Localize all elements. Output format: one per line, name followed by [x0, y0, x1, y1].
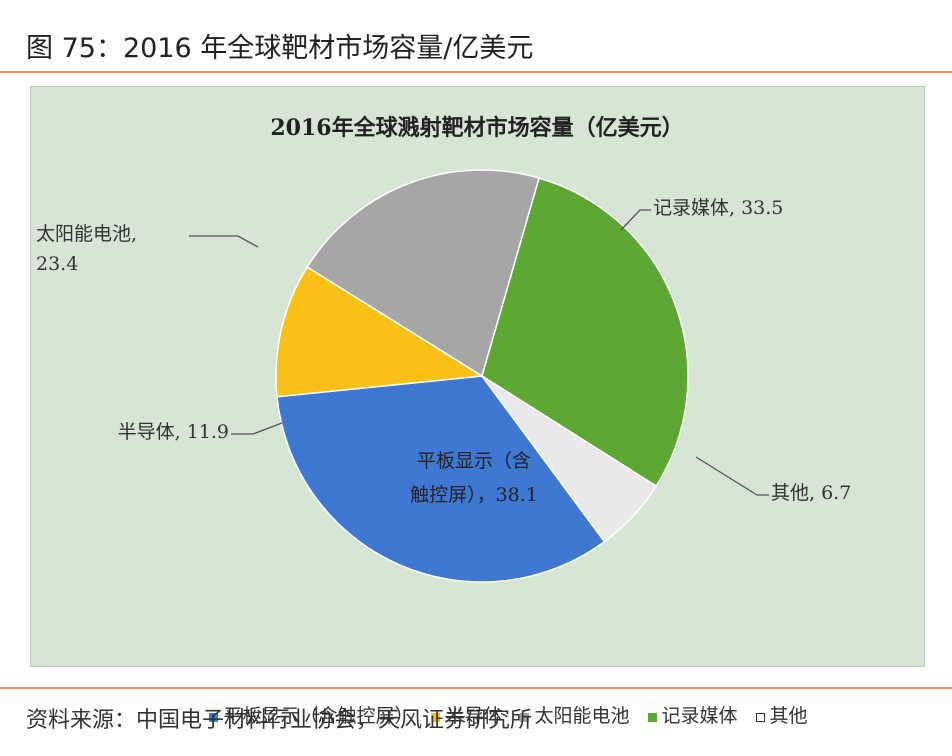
slice-data-label: 半导体, 11.9 [118, 421, 229, 443]
legend-swatch [431, 712, 441, 722]
leader-line [620, 209, 651, 231]
pie-chart: 2016年全球溅射靶材市场容量（亿美元） 平板显示（含触控屏），38.1 半导体,… [36, 115, 851, 583]
legend-item: 平板显示（含触控屏） [209, 701, 413, 728]
legend-item: 太阳能电池 [520, 701, 630, 728]
pie-slice [276, 375, 606, 583]
pie-slice [275, 265, 485, 398]
source-note: 资料来源：中国电子材料行业协会，天风证券研究所 [26, 708, 533, 733]
legend-swatch [647, 712, 657, 722]
pie-slice [481, 375, 658, 543]
slice-data-label: 23.4 [36, 253, 78, 275]
leader-line [189, 235, 259, 248]
legend-label: 半导体 [445, 705, 503, 727]
legend-swatch [755, 712, 765, 722]
pie-slice [481, 177, 689, 488]
legend-item: 记录媒体 [647, 701, 738, 728]
legend-item: 其他 [755, 701, 808, 728]
leader-lines [189, 209, 769, 496]
slice-data-label: 记录媒体, 33.5 [653, 197, 783, 219]
legend-item: 半导体 [431, 701, 502, 728]
legend-label: 其他 [769, 705, 808, 727]
pie-slice [306, 169, 541, 378]
legend-label: 记录媒体 [661, 705, 738, 727]
slice-data-label: 其他, 6.7 [771, 482, 851, 504]
slice-data-label: 太阳能电池, [36, 223, 137, 245]
pie-slices [275, 169, 689, 583]
leader-line [231, 422, 283, 435]
slice-data-label: 平板显示（含 [417, 450, 531, 472]
chart-legend: 平板显示（含触控屏） 半导体 太阳能电池 记录媒体 其他 [71, 701, 946, 728]
caption-divider [0, 71, 952, 73]
chart-title: 2016年全球溅射靶材市场容量（亿美元） [270, 115, 683, 141]
legend-label: 太阳能电池 [534, 705, 630, 727]
legend-swatch [209, 712, 219, 722]
leader-line [695, 456, 769, 496]
legend-swatch [520, 712, 530, 722]
source-divider [0, 687, 952, 689]
slice-labels: 平板显示（含触控屏），38.1 半导体, 11.9 太阳能电池, 23.4 记录媒体, … [36, 197, 851, 506]
figure-caption: 图 75：2016 年全球靶材市场容量/亿美元 [26, 33, 534, 64]
chart-panel: 2016年全球溅射靶材市场容量（亿美元） 平板显示（含 触控屏），38.1 半导体,… [30, 86, 925, 727]
legend-label: 平板显示（含触控屏） [223, 705, 414, 727]
slice-data-label: 触控屏），38.1 [410, 484, 538, 506]
